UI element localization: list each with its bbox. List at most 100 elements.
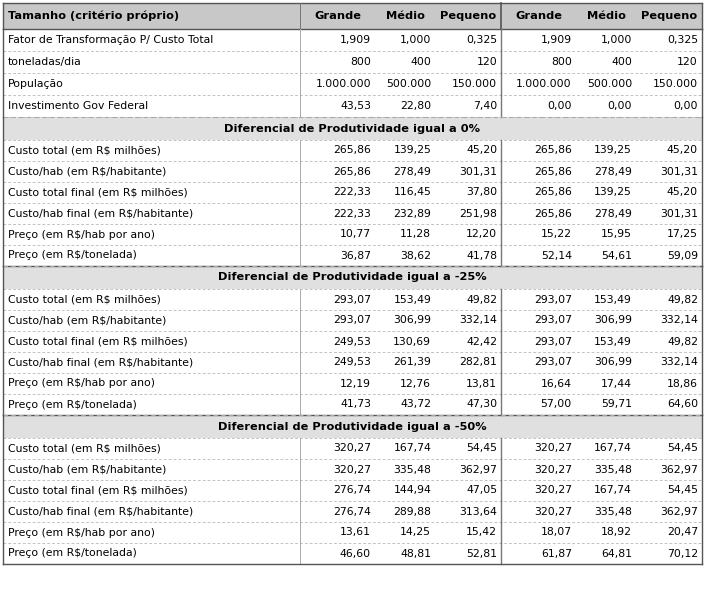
Text: 265,86: 265,86 <box>333 167 371 177</box>
Text: 12,20: 12,20 <box>466 230 497 240</box>
Text: 49,82: 49,82 <box>667 337 698 346</box>
Text: 362,97: 362,97 <box>660 464 698 475</box>
Bar <box>3 394 702 415</box>
Text: 1.000.000: 1.000.000 <box>516 79 572 89</box>
Text: 0,00: 0,00 <box>547 101 572 111</box>
Text: 45,20: 45,20 <box>667 145 698 156</box>
Text: 293,07: 293,07 <box>534 337 572 346</box>
Text: 1,000: 1,000 <box>400 35 431 45</box>
Text: 22,80: 22,80 <box>400 101 431 111</box>
Text: 12,76: 12,76 <box>400 378 431 389</box>
Text: 54,45: 54,45 <box>667 444 698 453</box>
Text: 59,09: 59,09 <box>667 251 698 260</box>
Text: Custo total final (em R$ milhões): Custo total final (em R$ milhões) <box>8 337 188 346</box>
Text: 15,95: 15,95 <box>601 230 632 240</box>
Text: 320,27: 320,27 <box>534 486 572 496</box>
Text: 52,14: 52,14 <box>541 251 572 260</box>
Text: Diferencial de Produtividade igual a -25%: Diferencial de Produtividade igual a -25… <box>218 273 487 282</box>
Text: 153,49: 153,49 <box>393 295 431 304</box>
Text: Preço (em R$/tonelada): Preço (em R$/tonelada) <box>8 251 137 260</box>
Text: Custo/hab final (em R$/habitante): Custo/hab final (em R$/habitante) <box>8 357 193 367</box>
Text: Médio: Médio <box>386 11 424 21</box>
Text: 362,97: 362,97 <box>660 507 698 516</box>
Text: Grande: Grande <box>314 11 361 21</box>
Text: 13,61: 13,61 <box>340 527 371 538</box>
Bar <box>3 459 702 480</box>
Text: Custo total (em R$ milhões): Custo total (em R$ milhões) <box>8 145 161 156</box>
Text: 18,92: 18,92 <box>601 527 632 538</box>
Text: 306,99: 306,99 <box>594 357 632 367</box>
Bar <box>3 266 702 289</box>
Text: 362,97: 362,97 <box>459 464 497 475</box>
Text: 0,00: 0,00 <box>673 101 698 111</box>
Text: 1,909: 1,909 <box>340 35 371 45</box>
Text: 0,325: 0,325 <box>466 35 497 45</box>
Text: Médio: Médio <box>587 11 625 21</box>
Text: 42,42: 42,42 <box>466 337 497 346</box>
Text: 320,27: 320,27 <box>333 444 371 453</box>
Text: 48,81: 48,81 <box>400 549 431 558</box>
Text: 320,27: 320,27 <box>534 464 572 475</box>
Bar <box>3 480 702 501</box>
Text: 116,45: 116,45 <box>393 188 431 197</box>
Text: 150.000: 150.000 <box>452 79 497 89</box>
Text: 293,07: 293,07 <box>534 315 572 326</box>
Text: 20,47: 20,47 <box>667 527 698 538</box>
Text: 335,48: 335,48 <box>393 464 431 475</box>
Text: 167,74: 167,74 <box>594 486 632 496</box>
Text: 278,49: 278,49 <box>594 167 632 177</box>
Text: 45,20: 45,20 <box>667 188 698 197</box>
Text: 70,12: 70,12 <box>667 549 698 558</box>
Text: 52,81: 52,81 <box>466 549 497 558</box>
Text: 167,74: 167,74 <box>393 444 431 453</box>
Text: 301,31: 301,31 <box>660 167 698 177</box>
Text: 320,27: 320,27 <box>333 464 371 475</box>
Text: 1,000: 1,000 <box>601 35 632 45</box>
Text: Grande: Grande <box>515 11 562 21</box>
Text: 11,28: 11,28 <box>400 230 431 240</box>
Text: 500.000: 500.000 <box>587 79 632 89</box>
Text: 222,33: 222,33 <box>333 208 371 219</box>
Text: Preço (em R$/hab por ano): Preço (em R$/hab por ano) <box>8 527 155 538</box>
Bar <box>3 203 702 224</box>
Text: 15,42: 15,42 <box>466 527 497 538</box>
Text: 301,31: 301,31 <box>660 208 698 219</box>
Text: Custo total (em R$ milhões): Custo total (em R$ milhões) <box>8 444 161 453</box>
Text: 278,49: 278,49 <box>594 208 632 219</box>
Text: 332,14: 332,14 <box>660 357 698 367</box>
Text: 153,49: 153,49 <box>594 295 632 304</box>
Text: 14,25: 14,25 <box>400 527 431 538</box>
Text: 54,45: 54,45 <box>466 444 497 453</box>
Text: 276,74: 276,74 <box>333 507 371 516</box>
Bar <box>3 161 702 182</box>
Bar <box>3 29 702 51</box>
Text: 139,25: 139,25 <box>594 145 632 156</box>
Text: Custo/hab (em R$/habitante): Custo/hab (em R$/habitante) <box>8 315 166 326</box>
Text: 17,25: 17,25 <box>667 230 698 240</box>
Text: 335,48: 335,48 <box>594 464 632 475</box>
Text: 289,88: 289,88 <box>393 507 431 516</box>
Text: 16,64: 16,64 <box>541 378 572 389</box>
Text: 12,19: 12,19 <box>340 378 371 389</box>
Text: Preço (em R$/tonelada): Preço (em R$/tonelada) <box>8 549 137 558</box>
Bar <box>3 73 702 95</box>
Bar <box>3 310 702 331</box>
Text: 47,05: 47,05 <box>466 486 497 496</box>
Text: 265,86: 265,86 <box>534 145 572 156</box>
Text: 43,53: 43,53 <box>340 101 371 111</box>
Text: 47,30: 47,30 <box>466 400 497 409</box>
Text: 320,27: 320,27 <box>534 507 572 516</box>
Bar <box>3 3 702 29</box>
Text: 153,49: 153,49 <box>594 337 632 346</box>
Text: 49,82: 49,82 <box>667 295 698 304</box>
Text: 293,07: 293,07 <box>333 315 371 326</box>
Text: 293,07: 293,07 <box>534 295 572 304</box>
Text: 332,14: 332,14 <box>459 315 497 326</box>
Text: 301,31: 301,31 <box>459 167 497 177</box>
Text: 265,86: 265,86 <box>534 167 572 177</box>
Bar <box>3 352 702 373</box>
Text: Fator de Transformação P/ Custo Total: Fator de Transformação P/ Custo Total <box>8 35 213 45</box>
Bar <box>3 182 702 203</box>
Text: 43,72: 43,72 <box>400 400 431 409</box>
Text: 293,07: 293,07 <box>534 357 572 367</box>
